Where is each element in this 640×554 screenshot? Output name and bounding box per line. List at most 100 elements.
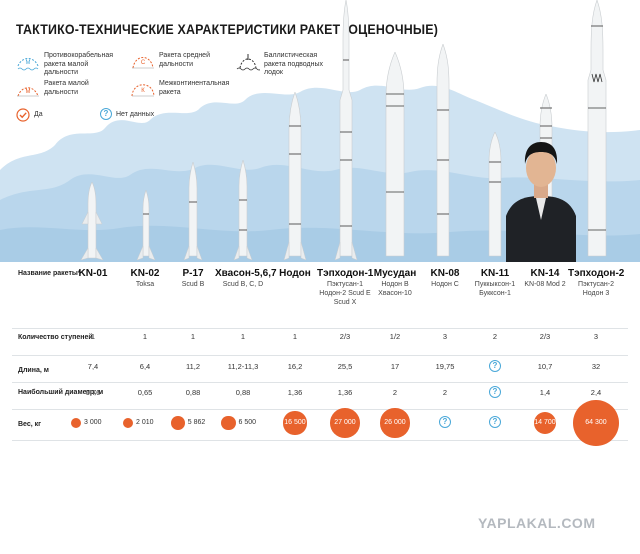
rocket-musudan	[385, 52, 405, 257]
cell-stages: 1	[240, 332, 246, 341]
cell-diameter: 0,65	[137, 388, 153, 397]
divider	[12, 382, 628, 383]
page-title: ТАКТИКО-ТЕХНИЧЕСКИЕ ХАРАКТЕРИСТИКИ РАКЕТ…	[16, 22, 439, 37]
divider	[12, 440, 628, 441]
cell-diameter: 2	[392, 388, 398, 397]
missile-header: KN-14 KN-08 Mod 2	[517, 268, 573, 289]
missile-name: Тэпходон-2	[568, 268, 625, 279]
short-range-symbol-icon: М	[17, 87, 39, 97]
rocket-kn-02	[136, 190, 156, 261]
cell-stages: 1	[292, 332, 298, 341]
missile-header: Хвасон-5,6,7 Scud B, C, D	[215, 268, 277, 289]
missile-header: Мусудан Нодон В Хвасон-10	[367, 268, 423, 298]
missile-header: KN-01	[65, 268, 121, 280]
legend-short-antiship: М Противокорабельная ракета малой дально…	[16, 52, 114, 78]
cell-length: 7,4	[87, 362, 99, 371]
rocket-kn-11	[488, 132, 502, 257]
weight-circle	[330, 408, 360, 438]
weight-value: 26 000	[384, 419, 406, 426]
cell-length: 32	[591, 362, 601, 371]
legend-label: Ракета средней дальности	[159, 52, 210, 68]
legend-label: Межконтинентальная ракета	[159, 80, 230, 96]
weight-value: 2 010	[136, 419, 154, 426]
legend-label: Противокорабельная ракета малой дальност…	[44, 52, 114, 76]
missile-name: KN-02	[130, 268, 160, 279]
medium-range-symbol-icon: С	[132, 57, 154, 69]
legend-symbol-m: М	[26, 89, 31, 95]
cell-stages: 2/3	[339, 332, 351, 341]
legend-label: Нет данных	[116, 111, 155, 118]
cell-diameter: ?	[467, 386, 523, 398]
weight-circle	[534, 412, 556, 434]
row-label-stages: Количество ступеней	[18, 334, 93, 341]
missile-header: Тэпходон-2 Пэктусан-2 Нодон 3	[568, 268, 624, 298]
missile-header: Р-17 Scud B	[165, 268, 221, 289]
cell-diameter: 1,36	[337, 388, 353, 397]
missile-alt-names: Нодон С	[431, 281, 459, 288]
person-photo	[506, 142, 576, 262]
missile-header: KN-11 Пуккыксон-1 Букксон-1	[467, 268, 523, 298]
missile-name: KN-01	[78, 268, 108, 279]
row-label-length: Длина, м	[18, 367, 49, 374]
weight-value: 64 300	[585, 419, 607, 426]
cell-stages: 3	[593, 332, 599, 341]
cell-stages: 1	[90, 332, 96, 341]
weight-value: 6 500	[238, 419, 257, 426]
weight-circle	[221, 415, 236, 431]
divider	[12, 355, 628, 356]
legend-symbol-s: С	[141, 60, 146, 66]
cell-stages: 2	[492, 332, 498, 341]
cell-diameter: 2	[442, 388, 448, 397]
question-icon: ?	[439, 416, 451, 428]
row-label-diameter: Наибольший диаметр, м	[18, 389, 104, 396]
row-label-name: Название ракеты*	[18, 270, 81, 277]
cell-length: 11,2-11,3	[227, 362, 259, 371]
missile-alt-names: Toksa	[135, 281, 155, 288]
antiship-symbol-icon: М	[17, 58, 39, 71]
missile-name: Хвасон-5,6,7	[215, 268, 277, 279]
illustration-area: ТАКТИКО-ТЕХНИЧЕСКИЕ ХАРАКТЕРИСТИКИ РАКЕТ…	[0, 0, 640, 262]
cell-stages: 2/3	[539, 332, 551, 341]
missile-name: Нодон	[279, 268, 311, 279]
cell-length: 10,7	[537, 362, 553, 371]
weight-circle	[283, 411, 307, 435]
missile-name: KN-11	[480, 268, 510, 279]
weight-circle	[171, 416, 185, 430]
cell-weight: ?	[417, 416, 473, 428]
missile-alt-names: Scud B	[181, 281, 205, 288]
missile-name: Р-17	[182, 268, 204, 279]
question-icon: ?	[489, 386, 501, 398]
cell-length: 19,75	[435, 362, 455, 371]
legend-icbm: К Межконтинентальная ракета	[131, 80, 229, 100]
question-icon: ?	[489, 360, 501, 372]
rocket-kn-08	[436, 44, 450, 257]
weight-value: 14 700	[534, 419, 556, 426]
cloud-background	[0, 85, 640, 262]
rocket-hwasong-5-6-7	[233, 160, 253, 261]
submarine-missile-symbol-icon	[236, 54, 260, 71]
cell-diameter: 0,88	[185, 388, 201, 397]
check-icon	[16, 108, 30, 122]
legend-symbol-m: М	[26, 60, 31, 66]
missile-alt-names: Нодон В Хвасон-10	[378, 281, 412, 297]
cell-diameter: 0,88	[235, 388, 251, 397]
legend-short: М Ракета малой дальности	[16, 80, 114, 100]
rocket-kn-01	[80, 182, 104, 261]
cell-length: 6,4	[139, 362, 151, 371]
question-icon: ?	[100, 108, 112, 120]
cell-length: 11,2	[185, 362, 201, 371]
legend-label: Ракета малой дальности	[44, 80, 89, 96]
cell-length: 25,5	[337, 362, 353, 371]
missile-alt-names: Scud B, C, D	[222, 281, 264, 288]
cell-stages: 1/2	[389, 332, 401, 341]
weight-circle	[71, 418, 81, 428]
weight-circle	[573, 400, 619, 446]
cell-length: 16,2	[287, 362, 303, 371]
legend-label: Да	[34, 111, 43, 118]
missile-alt-names: Пэктусан-2 Нодон 3	[578, 281, 614, 297]
weight-value: 3 000	[84, 419, 102, 426]
cell-stages: 1	[142, 332, 148, 341]
weight-value: 5 862	[187, 419, 206, 426]
weight-circle	[123, 418, 133, 428]
missile-name: Мусудан	[373, 268, 417, 279]
